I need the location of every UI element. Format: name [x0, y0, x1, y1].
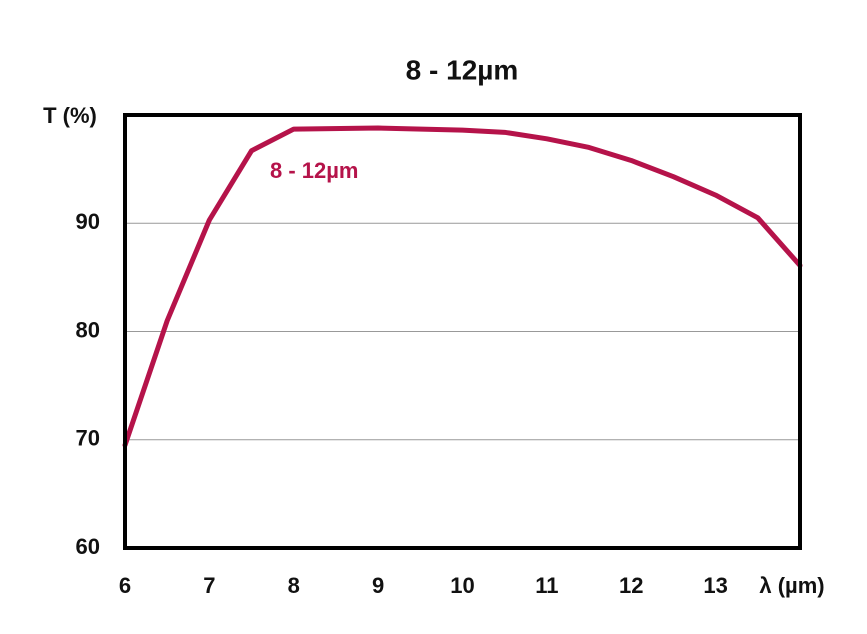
y-tick-label: 70 [76, 426, 100, 451]
chart-title: 8 - 12µm [406, 54, 519, 85]
data-line [122, 125, 803, 448]
x-axis-label: λ (µm) [759, 573, 824, 598]
x-tick-label: 6 [119, 573, 131, 598]
series-label: 8 - 12µm [270, 158, 359, 183]
x-tick-label: 9 [372, 573, 384, 598]
y-tick-label: 60 [76, 534, 100, 559]
y-tick-label: 80 [76, 317, 100, 342]
plot-frame [123, 113, 802, 550]
x-tick-label: 11 [535, 573, 558, 598]
x-tick-label: 12 [619, 573, 643, 598]
y-axis-label: T (%) [43, 103, 97, 128]
y-tick-label: 90 [76, 209, 100, 234]
plot: 60 70 80 90 6 7 8 9 10 11 12 13 8 - 12µm [76, 113, 803, 598]
x-tick-label: 13 [703, 573, 727, 598]
x-tick-label: 7 [203, 573, 215, 598]
x-tick-label: 10 [450, 573, 474, 598]
x-tick-label: 8 [288, 573, 300, 598]
